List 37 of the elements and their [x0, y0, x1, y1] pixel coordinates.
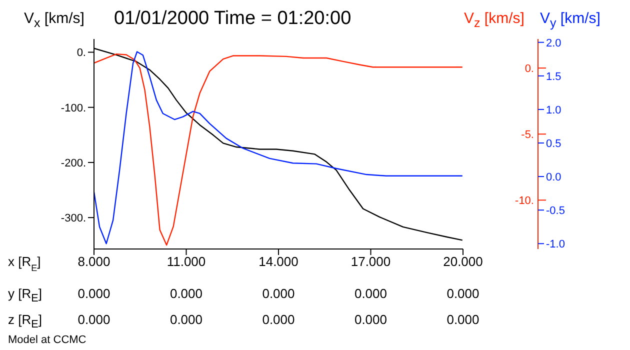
- y-tick-label: -300.: [60, 212, 86, 224]
- y3-tick-label: 0.5: [546, 138, 562, 150]
- text: 0.000: [78, 312, 110, 327]
- y3-axis-title: V$_{y}$ [km/s]: [540, 10, 600, 30]
- y3-tick-label: 0.0: [546, 171, 562, 184]
- text: 0.000: [78, 286, 110, 301]
- text: 0.000: [354, 286, 388, 301]
- y-tick-label: 0.: [76, 47, 86, 60]
- y3-tick-label: -1.0: [546, 238, 565, 251]
- y2-tick-label: -5.: [521, 129, 534, 142]
- text: 0.000: [262, 286, 295, 301]
- text: 0.000: [170, 286, 203, 301]
- text: 0.000: [170, 312, 203, 327]
- y3-tick-label: 1.5: [546, 70, 562, 83]
- y3-tick-label: -0.5: [546, 204, 565, 217]
- x-tick-label: 14.000: [258, 254, 298, 270]
- text: 0.000: [446, 286, 480, 301]
- text: Model at CCMC: [8, 334, 86, 346]
- text: 0.000: [446, 312, 480, 327]
- y3-tick-label: 2.0: [546, 37, 562, 50]
- x-tick-label: 17.000: [350, 254, 391, 270]
- text: y [R$_{E}$]: [8, 286, 42, 305]
- y-axis-title: V$_{x}$ [km/s]: [24, 10, 84, 30]
- y3-tick-label: 1.0: [546, 104, 562, 116]
- chart-title: 01/01/2000 Time = 01:20:00: [114, 8, 352, 29]
- text: 0.000: [262, 312, 295, 327]
- x-axis-title: x [R$_{E}$]: [8, 254, 41, 273]
- y-tick-label: -100.: [60, 102, 86, 114]
- x-tick-label: 11.000: [166, 254, 206, 270]
- y-tick-label: -200.: [60, 157, 86, 170]
- x-tick-label: 8.000: [78, 254, 110, 270]
- text: 0.000: [354, 312, 388, 327]
- y2-tick-label: -10.: [515, 195, 534, 208]
- y2-axis-title: V$_{z}$ [km/s]: [464, 10, 524, 30]
- y2-tick-label: 0.: [524, 63, 534, 76]
- text: z [R$_{E}$]: [8, 312, 42, 331]
- x-tick-label: 20.000: [443, 254, 483, 270]
